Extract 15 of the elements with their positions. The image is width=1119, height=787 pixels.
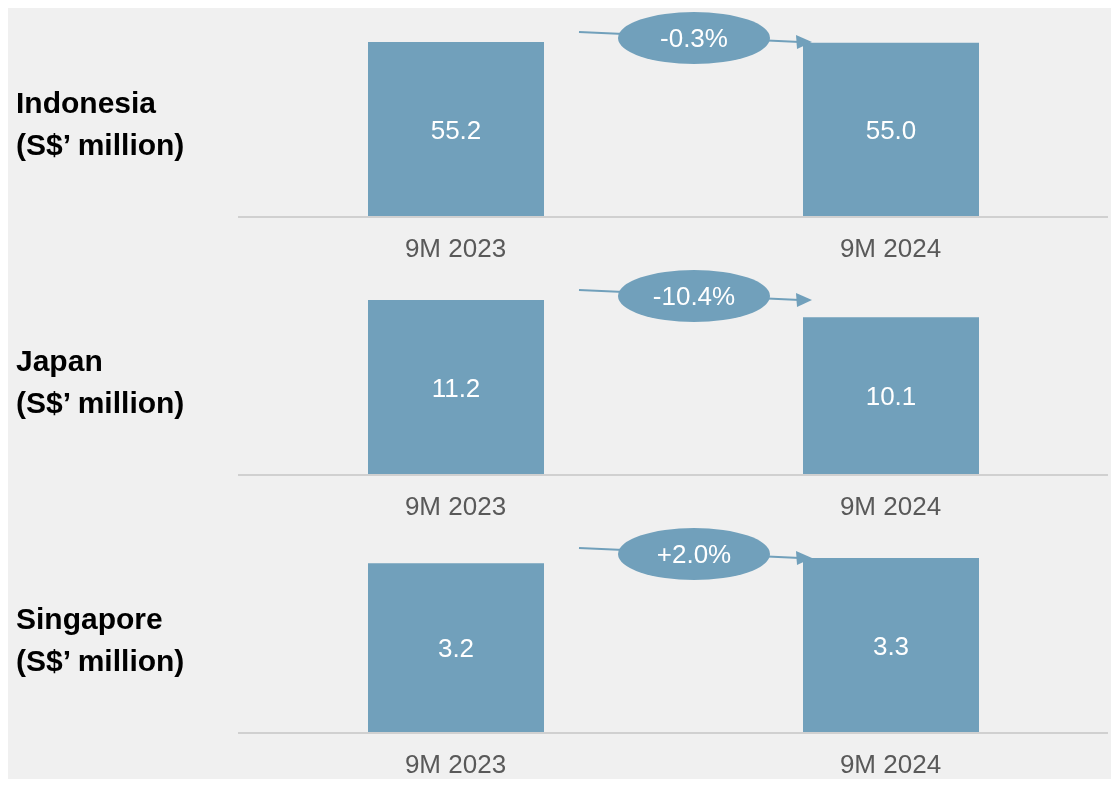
- data-label: 10.1: [865, 381, 917, 412]
- y-axis-title: Indonesia (S$’ million): [16, 85, 185, 163]
- x-tick-label: 9M 2023: [404, 491, 507, 522]
- data-label: 55.2: [430, 114, 482, 145]
- x-tick-label: 9M 2024: [839, 491, 942, 522]
- data-label: 3.2: [437, 633, 475, 664]
- data-label: 3.3: [872, 630, 910, 661]
- y-axis-title: Japan (S$’ million): [16, 343, 185, 421]
- x-tick-label: 9M 2023: [404, 233, 507, 264]
- x-tick-label: 9M 2024: [839, 749, 942, 780]
- y-axis-title: Singapore (S$’ million): [16, 601, 185, 679]
- x-tick-label: 9M 2024: [839, 233, 942, 264]
- data-label: 11.2: [431, 372, 481, 403]
- data-label: 55.0: [865, 115, 917, 146]
- x-tick-label: 9M 2023: [404, 749, 507, 780]
